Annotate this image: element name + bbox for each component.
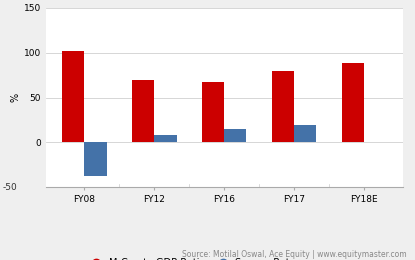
Text: -50: -50 [2,183,17,192]
Bar [202,82,224,142]
Bar [272,72,294,142]
Y-axis label: %: % [11,93,21,102]
Bar [342,63,364,142]
Legend: M-Cap to GDP Ratio, Sensex Returns: M-Cap to GDP Ratio, Sensex Returns [83,254,315,260]
Bar [294,125,316,142]
Bar [62,51,84,142]
Bar [84,142,107,177]
Text: Source: Motilal Oswal, Ace Equity | www.equitymaster.com: Source: Motilal Oswal, Ace Equity | www.… [182,250,407,259]
Bar [154,135,176,142]
Bar [224,129,247,142]
Bar [132,80,154,142]
